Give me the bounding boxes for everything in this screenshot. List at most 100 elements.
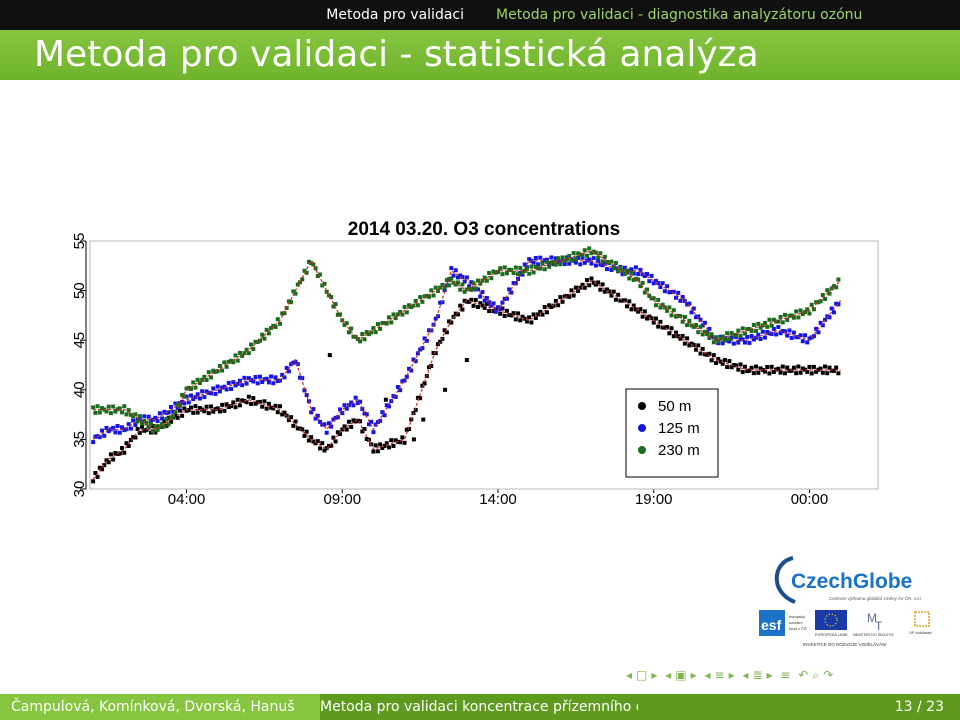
nav-prev-section-icon[interactable]: ◂ xyxy=(704,668,711,682)
data-point xyxy=(180,399,185,404)
op-text: OP Vzdělávání xyxy=(909,631,932,635)
data-point xyxy=(148,419,153,424)
nav-align-icon[interactable]: ≡ xyxy=(780,668,791,682)
data-point xyxy=(429,288,434,293)
data-point xyxy=(435,342,440,347)
data-point xyxy=(747,368,752,373)
nav-prev-frame-icon[interactable]: ◂ xyxy=(626,668,633,682)
data-point xyxy=(783,312,788,317)
svg-text:sociální: sociální xyxy=(789,620,803,625)
data-point xyxy=(742,331,747,336)
data-point xyxy=(338,407,343,412)
nav-next-subsection-icon[interactable]: ▸ xyxy=(690,668,697,682)
data-point xyxy=(805,369,810,374)
data-point xyxy=(531,270,536,275)
data-point xyxy=(271,323,276,328)
data-point xyxy=(168,415,173,420)
data-point xyxy=(527,257,532,262)
data-point xyxy=(642,273,647,278)
data-point xyxy=(180,392,185,397)
data-point xyxy=(598,287,603,292)
data-point xyxy=(166,410,171,415)
nav-subsection-link[interactable]: Metoda pro validaci - diagnostika analyz… xyxy=(496,7,863,23)
data-point xyxy=(431,351,436,356)
data-point xyxy=(293,291,298,296)
nav-prev-subsection-icon[interactable]: ◂ xyxy=(665,668,672,682)
subsection-icon[interactable]: ▣ xyxy=(675,668,687,682)
data-point xyxy=(564,293,569,298)
data-point xyxy=(244,347,249,352)
data-point xyxy=(640,314,645,319)
data-point xyxy=(113,409,118,414)
data-point xyxy=(625,304,630,309)
data-point xyxy=(462,298,467,303)
data-point xyxy=(636,272,641,277)
data-point xyxy=(200,389,205,394)
chart-title: 2014 03.20. O3 concentrations xyxy=(348,219,620,240)
data-point xyxy=(682,314,687,319)
o3-concentration-chart: 2014 03.20. O3 concentrations 30 35 40 45 50… xyxy=(71,219,879,508)
data-point xyxy=(787,368,792,373)
data-point xyxy=(380,321,385,326)
data-point xyxy=(484,295,489,300)
data-point xyxy=(467,286,472,291)
nav-forward-icon[interactable]: ↷ xyxy=(823,668,834,682)
data-point xyxy=(395,312,400,317)
data-point xyxy=(260,380,265,385)
data-point xyxy=(518,270,523,275)
data-point xyxy=(500,306,505,311)
data-point xyxy=(805,307,810,312)
data-point xyxy=(504,296,509,301)
data-point xyxy=(673,330,678,335)
nav-search-icon[interactable]: ⌕ xyxy=(812,668,820,682)
data-point xyxy=(402,305,407,310)
data-point xyxy=(186,408,191,413)
data-point xyxy=(364,412,369,417)
data-point xyxy=(622,271,627,276)
data-point xyxy=(326,443,331,448)
data-point xyxy=(738,362,743,367)
data-point xyxy=(605,260,610,265)
section-icon[interactable]: ≡ xyxy=(714,668,725,682)
data-point xyxy=(789,335,794,340)
frame-icon[interactable]: □ xyxy=(636,668,648,682)
data-point xyxy=(707,351,712,356)
nav-next-doc-icon[interactable]: ▸ xyxy=(766,668,773,682)
data-point xyxy=(698,324,703,329)
data-point xyxy=(269,374,274,379)
data-point xyxy=(220,385,225,390)
data-point xyxy=(727,339,732,344)
data-point xyxy=(556,256,561,261)
data-point xyxy=(731,341,736,346)
data-point xyxy=(264,376,269,381)
data-point xyxy=(578,262,583,267)
data-point xyxy=(444,330,449,335)
data-point xyxy=(496,269,501,274)
data-point xyxy=(302,388,307,393)
data-point xyxy=(322,422,327,427)
data-point xyxy=(507,312,512,317)
data-point xyxy=(502,296,507,301)
data-point xyxy=(800,366,805,371)
nav-back-icon[interactable]: ↶ xyxy=(798,668,809,682)
data-point xyxy=(834,285,839,290)
data-point xyxy=(582,260,587,265)
nav-next-frame-icon[interactable]: ▸ xyxy=(651,668,658,682)
data-point xyxy=(807,336,812,341)
document-icon[interactable]: ≣ xyxy=(752,668,763,682)
data-point xyxy=(662,325,667,330)
data-point xyxy=(104,425,109,430)
data-point xyxy=(389,438,394,443)
data-point xyxy=(97,410,102,415)
data-point xyxy=(346,419,351,424)
data-point xyxy=(731,363,736,368)
nav-next-section-icon[interactable]: ▸ xyxy=(728,668,735,682)
outlier-point xyxy=(421,417,426,422)
data-point xyxy=(447,319,452,324)
nav-prev-doc-icon[interactable]: ◂ xyxy=(742,668,749,682)
data-point xyxy=(798,333,803,338)
data-point xyxy=(449,320,454,325)
nav-section-link[interactable]: Metoda pro validaci xyxy=(326,7,464,23)
data-point xyxy=(547,264,552,269)
data-point xyxy=(825,288,830,293)
